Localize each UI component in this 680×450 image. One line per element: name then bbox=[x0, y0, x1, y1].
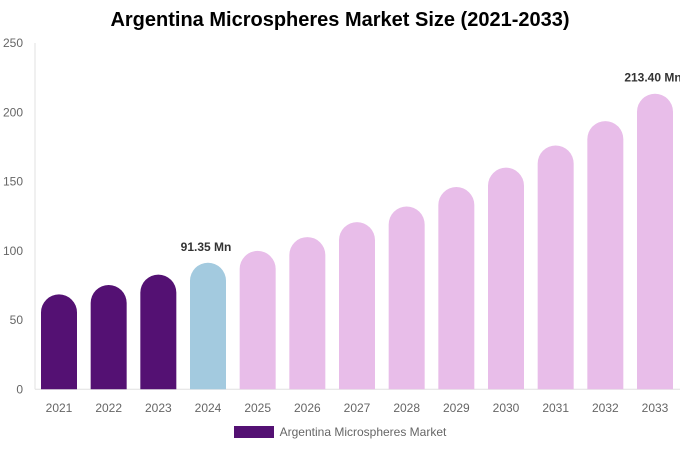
x-tick-label: 2030 bbox=[493, 401, 520, 415]
bar-2032 bbox=[587, 121, 624, 390]
x-tick-label: 2027 bbox=[344, 401, 371, 415]
y-tick-label: 50 bbox=[10, 313, 24, 327]
x-tick-label: 2022 bbox=[95, 401, 122, 415]
data-label: 213.40 Mn bbox=[624, 71, 680, 85]
bar-2024 bbox=[190, 262, 226, 390]
x-tick-label: 2021 bbox=[46, 401, 73, 415]
bar-2022 bbox=[90, 284, 127, 390]
chart-title: Argentina Microspheres Market Size (2021… bbox=[110, 9, 570, 31]
x-tick-label: 2032 bbox=[592, 401, 619, 415]
bar-2023 bbox=[140, 274, 177, 390]
x-tick-label: 2028 bbox=[393, 401, 420, 415]
x-tick-label: 2026 bbox=[294, 401, 321, 415]
x-tick-label: 2024 bbox=[195, 401, 222, 415]
bar-2029 bbox=[438, 187, 475, 390]
legend-swatch bbox=[233, 426, 274, 438]
y-tick-label: 100 bbox=[3, 244, 23, 258]
bar-2021 bbox=[41, 294, 77, 390]
bar-2033 bbox=[637, 93, 673, 390]
data-label: 91.35 Mn bbox=[181, 240, 232, 254]
bar-2031 bbox=[537, 145, 574, 390]
legend: Argentina Microspheres Market bbox=[0, 425, 680, 439]
legend-label: Argentina Microspheres Market bbox=[279, 425, 447, 439]
x-tick-label: 2025 bbox=[244, 401, 271, 415]
y-tick-label: 0 bbox=[16, 382, 23, 396]
x-tick-label: 2029 bbox=[443, 401, 470, 415]
bar-2026 bbox=[289, 237, 326, 390]
bar-2028 bbox=[388, 206, 425, 390]
bar-2030 bbox=[488, 167, 524, 390]
bar-2025 bbox=[239, 250, 276, 390]
y-tick-label: 200 bbox=[3, 105, 23, 119]
y-tick-label: 150 bbox=[3, 175, 23, 189]
x-tick-label: 2023 bbox=[145, 401, 172, 415]
x-tick-label: 2033 bbox=[642, 401, 669, 415]
x-tick-label: 2031 bbox=[542, 401, 569, 415]
bar-2027 bbox=[339, 222, 375, 390]
y-tick-label: 250 bbox=[3, 36, 23, 50]
